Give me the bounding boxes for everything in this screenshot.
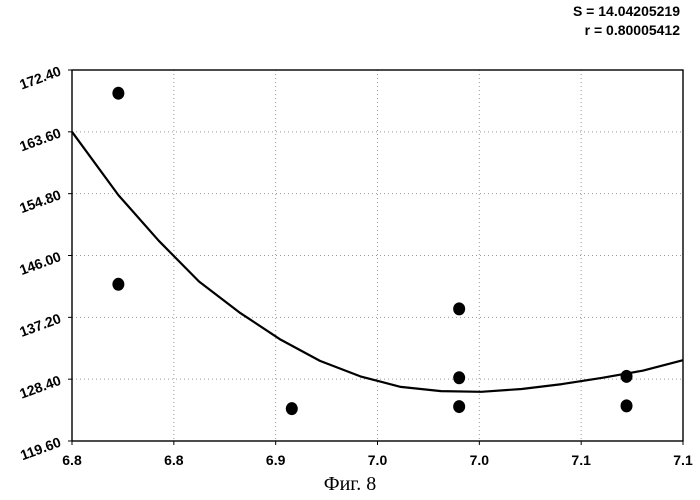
- y-tick-label: 137.20: [17, 310, 63, 340]
- x-tick-label: 7.1: [673, 452, 693, 468]
- data-point: [453, 400, 465, 413]
- data-point: [453, 302, 465, 315]
- data-point: [621, 370, 633, 383]
- x-axis-ticks: 6.8 6.8 6.9 7.0 7.0 7.1 7.1: [62, 441, 693, 468]
- y-tick-label: 172.40: [17, 63, 63, 93]
- data-point: [453, 371, 465, 384]
- data-point: [621, 399, 633, 412]
- figure-caption: Фиг. 8: [0, 473, 700, 496]
- plot-frame: [72, 70, 683, 441]
- y-tick-label: 163.60: [17, 125, 63, 155]
- y-axis-ticks: 119.60 128.40 137.20 146.00 154.80 163.60 172.…: [17, 63, 72, 463]
- data-point: [112, 278, 124, 291]
- x-tick-label: 6.8: [164, 452, 184, 468]
- x-tick-label: 7.1: [571, 452, 591, 468]
- grid-lines: [72, 70, 683, 441]
- plot-border: [72, 70, 683, 441]
- data-point: [112, 87, 124, 100]
- y-tick-label: 154.80: [17, 186, 63, 216]
- x-tick-label: 6.9: [266, 452, 286, 468]
- data-point: [286, 402, 298, 415]
- data-points: [112, 87, 632, 415]
- y-tick-label: 128.40: [17, 372, 63, 402]
- x-tick-label: 7.0: [470, 452, 490, 468]
- y-tick-label: 119.60: [18, 434, 63, 463]
- x-tick-label: 7.0: [368, 452, 388, 468]
- y-tick-label: 146.00: [17, 248, 63, 278]
- x-tick-label: 6.8: [62, 452, 82, 468]
